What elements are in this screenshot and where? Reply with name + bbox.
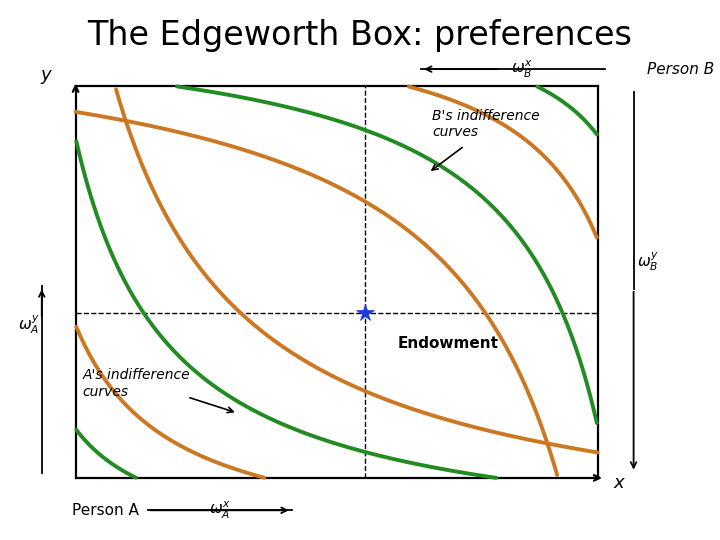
Text: Endowment: Endowment [397,336,499,350]
Text: A's indifference
curves: A's indifference curves [83,368,190,399]
Text: $\omega_A^y$: $\omega_A^y$ [18,313,40,336]
Text: Person B: Person B [647,62,714,77]
Text: $\omega_B^y$: $\omega_B^y$ [637,251,659,273]
Text: The Edgeworth Box: preferences: The Edgeworth Box: preferences [88,18,632,52]
Text: Person A: Person A [72,503,139,518]
Text: B's indifference
curves: B's indifference curves [432,109,539,139]
Text: $\omega_B^x$: $\omega_B^x$ [511,58,533,80]
Text: y: y [40,66,50,84]
Text: $\omega_A^x$: $\omega_A^x$ [209,500,230,521]
Text: x: x [614,474,624,492]
